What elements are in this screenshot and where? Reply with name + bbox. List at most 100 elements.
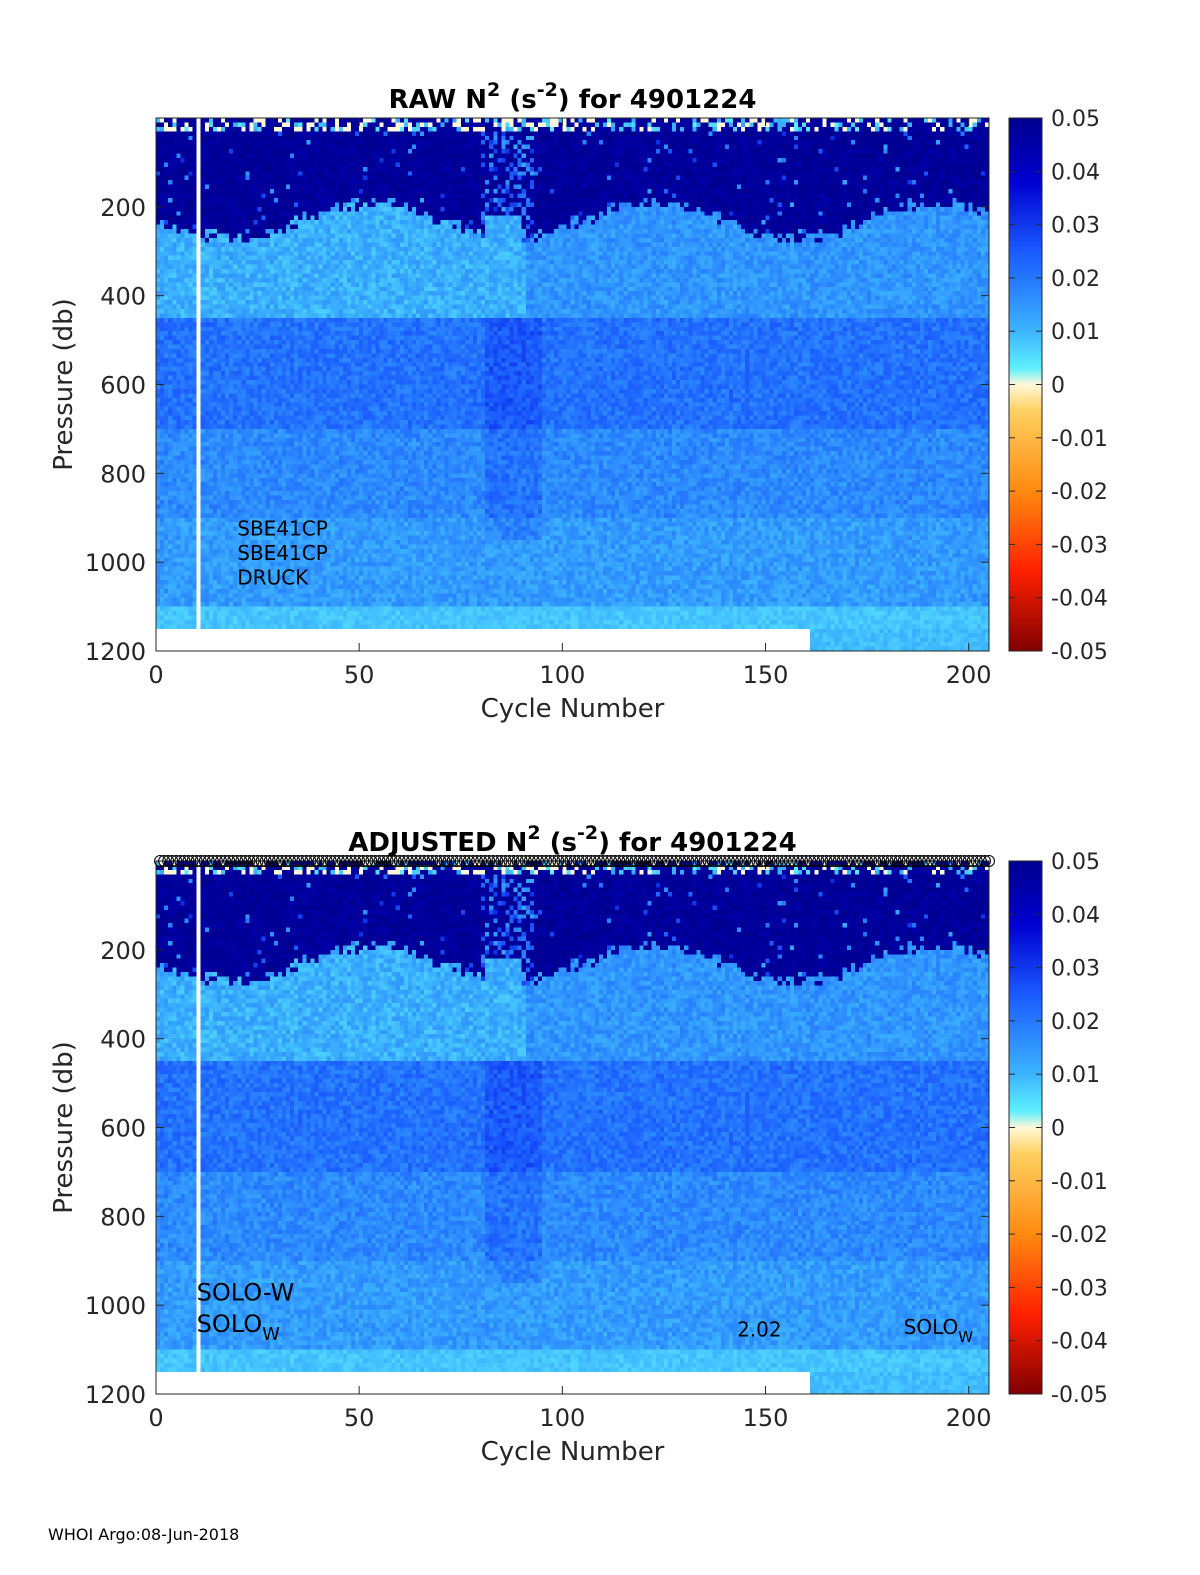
cycle-marker — [731, 855, 744, 867]
cycle-marker — [763, 855, 776, 867]
cycle-marker — [645, 855, 658, 867]
annotation-text: SOLO — [904, 1315, 959, 1339]
title-superscript: 2 — [487, 79, 500, 101]
cycle-marker — [629, 855, 642, 867]
cycle-marker — [804, 855, 817, 867]
cycle-marker — [674, 855, 687, 867]
cycle-marker — [755, 855, 768, 867]
cycle-marker — [881, 855, 894, 867]
cycle-marker — [613, 855, 626, 867]
colorbar-tick-label: 0.03 — [1051, 957, 1100, 982]
cycle-marker — [844, 855, 857, 867]
x-tick-label: 100 — [539, 1404, 585, 1432]
cycle-marker — [166, 855, 179, 867]
raw-n2-panel: 0 50 100 150 200 200 400 600 800 1000 1200 Cycle Nu… — [49, 79, 1108, 724]
cycle-marker — [686, 855, 699, 867]
annotation: SOLOW — [197, 1310, 281, 1345]
title-text: (s — [500, 85, 536, 115]
x-axis-label: Cycle Number — [481, 694, 665, 724]
cycle-marker — [922, 855, 935, 867]
y-tick-label: 1200 — [85, 1381, 146, 1409]
colorbar-tick-label: 0 — [1051, 374, 1065, 399]
colorbar-tick-label: 0.05 — [1051, 107, 1100, 132]
annotation: SOLOW — [904, 1315, 974, 1346]
cycle-marker — [694, 855, 707, 867]
y-tick-label: 600 — [100, 372, 146, 400]
cycle-marker — [552, 855, 565, 867]
cycle-marker — [536, 855, 549, 867]
cycle-marker — [913, 855, 926, 867]
cycle-marker — [783, 855, 796, 867]
cycle-marker — [527, 855, 540, 867]
colorbar-tick-label: -0.03 — [1051, 533, 1108, 558]
title-text: ) for 4901224 — [598, 828, 797, 858]
cycle-marker — [978, 855, 991, 867]
cycle-marker — [198, 855, 211, 867]
x-tick-label: 0 — [148, 661, 163, 689]
cycle-marker — [454, 855, 467, 867]
y-tick-label: 400 — [100, 283, 146, 311]
cycle-marker — [219, 855, 232, 867]
title-superscript: 2 — [527, 822, 540, 844]
cycle-marker — [401, 855, 414, 867]
cycle-marker — [215, 855, 228, 867]
cycle-marker — [812, 855, 825, 867]
x-tick-label: 100 — [539, 661, 585, 689]
cycle-marker — [182, 855, 195, 867]
cycle-marker — [369, 855, 382, 867]
x-tick-label: 50 — [344, 1404, 375, 1432]
cycle-marker — [767, 855, 780, 867]
chart-title: RAW N2 (s-2) for 4901224 — [389, 79, 757, 115]
cycle-marker — [637, 855, 650, 867]
cycle-marker — [531, 855, 544, 867]
cycle-marker — [349, 855, 362, 867]
cycle-marker — [735, 855, 748, 867]
cycle-marker — [861, 855, 874, 867]
cycle-marker — [519, 855, 532, 867]
title-superscript: -2 — [577, 822, 598, 844]
cycle-marker — [605, 855, 618, 867]
cycle-marker — [706, 855, 719, 867]
cycle-marker — [479, 855, 492, 867]
cycle-marker — [446, 855, 459, 867]
cycle-marker — [743, 855, 756, 867]
cycle-marker — [824, 855, 837, 867]
cycle-marker — [970, 855, 983, 867]
cycle-marker — [422, 855, 435, 867]
y-tick-label: 800 — [100, 460, 146, 488]
cycle-marker — [275, 855, 288, 867]
colorbar-tick-label: -0.05 — [1051, 640, 1108, 665]
cycle-marker — [263, 855, 276, 867]
cycle-marker — [511, 855, 524, 867]
x-tick-label: 200 — [946, 661, 992, 689]
cycle-marker — [442, 855, 455, 867]
cycle-marker — [710, 855, 723, 867]
cycle-marker — [450, 855, 463, 867]
y-tick-label: 200 — [100, 194, 146, 222]
annotation-subscript: W — [958, 1328, 973, 1346]
x-tick-label: 200 — [946, 1404, 992, 1432]
cycle-marker — [897, 855, 910, 867]
cycle-marker — [950, 855, 963, 867]
cycle-marker — [410, 855, 423, 867]
cycle-marker — [320, 855, 333, 867]
cycle-marker — [499, 855, 512, 867]
cycle-marker — [601, 855, 614, 867]
cycle-marker — [857, 855, 870, 867]
y-tick-label: 400 — [100, 1026, 146, 1054]
y-tick-label: 800 — [100, 1203, 146, 1231]
cycle-marker — [300, 855, 313, 867]
cycle-marker — [958, 855, 971, 867]
x-tick-label: 0 — [148, 1404, 163, 1432]
cycle-marker — [584, 855, 597, 867]
cycle-marker — [292, 855, 305, 867]
cycle-marker — [239, 855, 252, 867]
cycle-marker — [580, 855, 593, 867]
cycle-marker — [259, 855, 272, 867]
colorbar-tick-label: -0.03 — [1051, 1276, 1108, 1301]
cycle-marker — [186, 855, 199, 867]
cycle-marker — [491, 855, 504, 867]
colorbar-tick-label: -0.02 — [1051, 1223, 1108, 1248]
cycle-marker — [775, 855, 788, 867]
